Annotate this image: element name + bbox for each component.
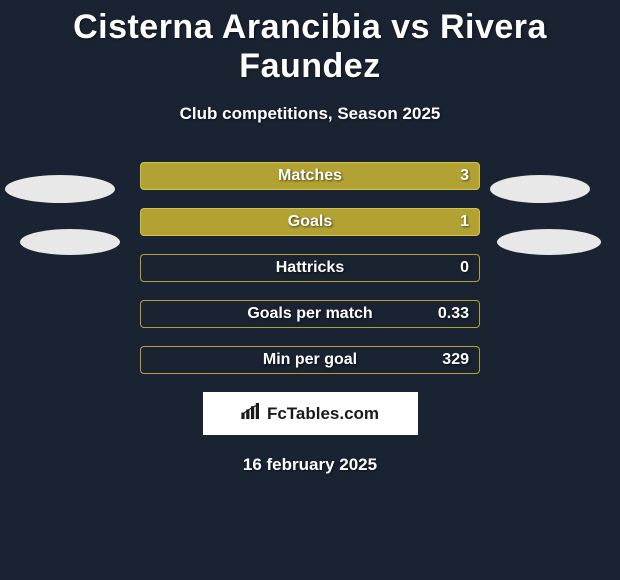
decor-ellipse-left-2 [20,229,120,255]
comparison-stats: Matches 3 Goals 1 Hattricks 0 Goals per … [0,162,620,374]
stat-value: 3 [460,167,469,185]
stat-row-goals-per-match: Goals per match 0.33 [140,300,480,328]
stat-row-min-per-goal: Min per goal 329 [140,346,480,374]
decor-ellipse-right-2 [497,229,601,255]
page-subtitle: Club competitions, Season 2025 [0,104,620,124]
decor-ellipse-right-1 [490,175,590,203]
stat-label: Matches [278,167,342,185]
footer-date: 16 february 2025 [0,455,620,475]
stat-value: 0.33 [438,305,469,323]
stat-value: 329 [442,351,469,369]
stat-label: Min per goal [263,351,357,369]
stat-label: Hattricks [276,259,344,277]
stat-row-hattricks: Hattricks 0 [140,254,480,282]
brand-box: FcTables.com [203,392,418,435]
stat-value: 0 [460,259,469,277]
chart-bars-icon [241,403,261,424]
brand-text: FcTables.com [267,404,379,424]
decor-ellipse-left-1 [5,175,115,203]
stat-row-matches: Matches 3 [140,162,480,190]
stat-label: Goals [288,213,332,231]
page-title: Cisterna Arancibia vs Rivera Faundez [0,0,620,86]
stat-label: Goals per match [247,305,372,323]
stat-row-goals: Goals 1 [140,208,480,236]
stat-value: 1 [460,213,469,231]
